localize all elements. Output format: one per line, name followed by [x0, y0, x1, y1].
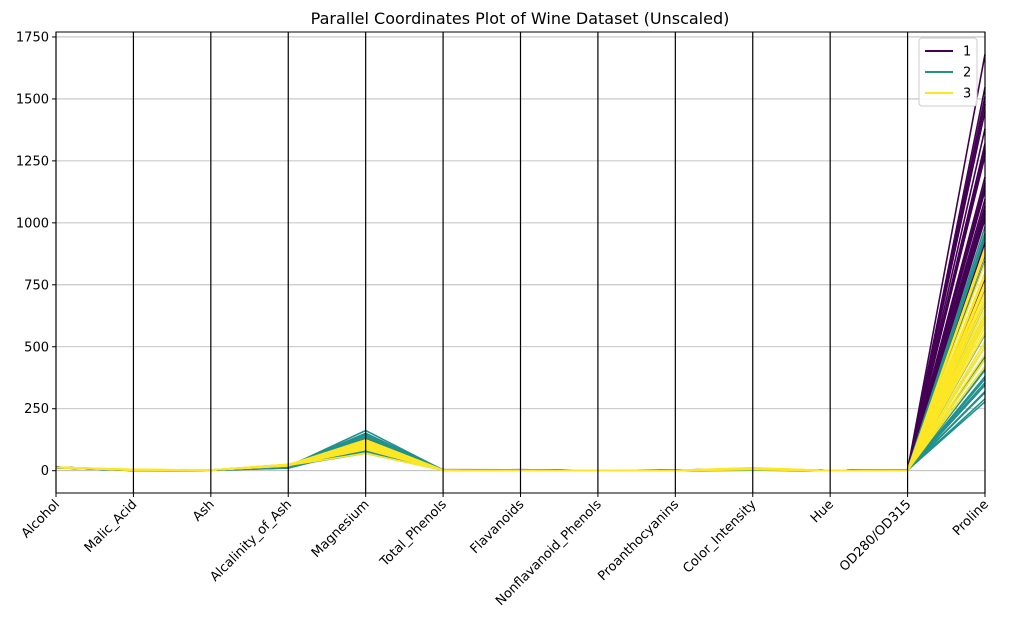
x-tick-label: Hue — [808, 497, 837, 526]
y-tick-label: 750 — [24, 278, 49, 293]
legend-label: 1 — [963, 45, 971, 60]
legend: 1 2 3 — [918, 37, 978, 107]
x-tick-label: Malic_Acid — [82, 497, 141, 556]
x-tick-label: Proanthocyanins — [595, 497, 682, 584]
y-tick-label: 1500 — [16, 92, 49, 107]
y-tick-label: 250 — [24, 402, 49, 417]
x-tick-label: Ash — [190, 497, 218, 525]
x-tick-label: Color_Intensity — [680, 497, 759, 576]
x-tick-label: Proline — [950, 497, 992, 539]
x-tick-label: Alcalinity_of_Ash — [207, 497, 295, 585]
x-tick-label: OD280/OD315 — [837, 497, 914, 574]
x-tick-label: Total_Phenols — [377, 497, 450, 570]
y-tick-label: 1250 — [16, 154, 49, 169]
legend-label: 2 — [963, 66, 971, 81]
x-tick-label: Alcohol — [19, 497, 63, 541]
y-tick-label: 500 — [24, 340, 49, 355]
y-tick-label: 1750 — [16, 30, 49, 45]
y-axis: 0 250 500 750 1000 1250 1500 1750 — [16, 30, 56, 479]
chart-title: Parallel Coordinates Plot of Wine Datase… — [311, 9, 730, 28]
y-tick-label: 0 — [41, 464, 49, 479]
x-tick-label: Flavanoids — [468, 497, 528, 557]
axis-lines — [55, 31, 986, 494]
x-tick-label: Magnesium — [309, 497, 373, 561]
legend-label: 3 — [963, 87, 971, 102]
y-tick-label: 1000 — [16, 216, 49, 231]
